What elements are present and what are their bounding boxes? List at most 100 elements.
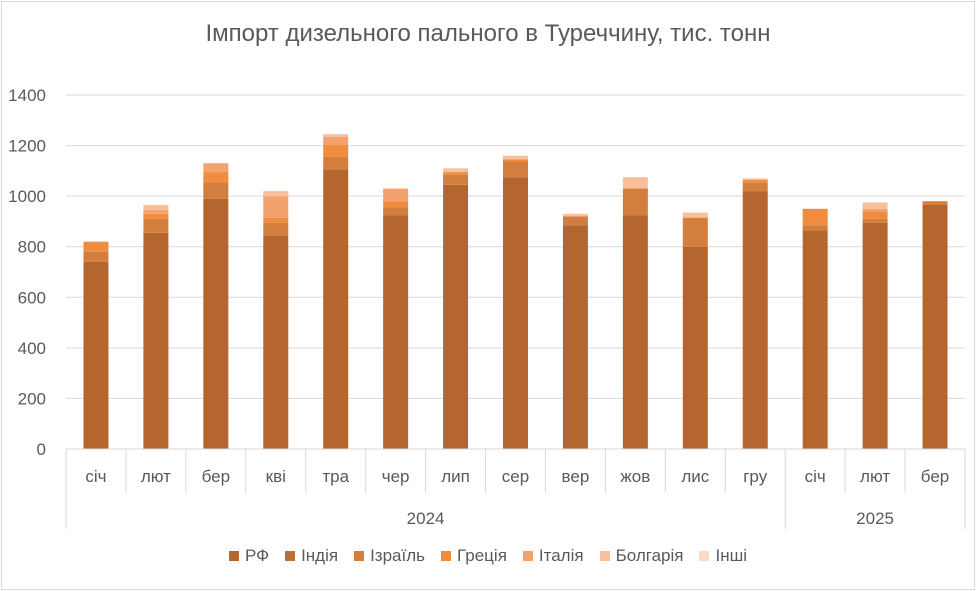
legend-item: Індія — [285, 546, 338, 566]
bar-segment — [323, 136, 349, 145]
legend-swatch — [285, 551, 296, 561]
x-tick-label: січ — [85, 467, 106, 486]
y-tick-label: 400 — [18, 339, 46, 358]
x-tick-label: лют — [860, 467, 890, 486]
y-tick-label: 200 — [18, 389, 46, 408]
bar-segment — [143, 210, 169, 214]
bar-segment — [562, 213, 588, 217]
bar-segment — [562, 225, 588, 449]
bar-segment — [862, 222, 888, 449]
bar-segment — [203, 172, 229, 183]
legend-swatch — [599, 551, 610, 561]
bar-segment — [562, 216, 588, 226]
bar-segment — [682, 246, 708, 449]
bar-segment — [503, 155, 528, 160]
y-tick-label: 1200 — [8, 137, 46, 156]
bar-segment — [503, 177, 528, 449]
bar-segment — [323, 144, 349, 157]
bar-segment — [263, 235, 289, 449]
year-group-label: 2025 — [856, 509, 894, 528]
bar-segment — [323, 156, 349, 170]
legend-swatch — [441, 551, 452, 561]
chart-title: Імпорт дизельного пального в Туреччину, … — [205, 20, 771, 47]
bar-segment — [682, 212, 708, 218]
x-tick-label: сер — [502, 467, 529, 486]
bar-segment — [143, 204, 169, 211]
bar-segment — [383, 188, 409, 202]
legend-swatch — [522, 551, 533, 561]
bar-segment — [682, 217, 708, 247]
x-tick-label: чер — [382, 467, 410, 486]
x-tick-label: тра — [322, 467, 349, 486]
x-tick-label: лют — [141, 467, 171, 486]
legend-label: РФ — [244, 546, 270, 565]
legend-label: Італія — [538, 546, 584, 565]
bar-segment — [862, 208, 888, 212]
x-tick-label: жов — [620, 467, 650, 486]
bar-segment — [862, 202, 888, 209]
x-tick-label: вер — [562, 467, 590, 486]
bar-segment — [503, 159, 528, 163]
x-tick-label: бер — [202, 467, 230, 486]
bar-segment — [83, 261, 109, 449]
x-tick-label: лис — [681, 467, 709, 486]
legend-label: Інші — [715, 546, 748, 565]
bar-segment — [503, 162, 528, 178]
x-tick-label: лип — [441, 467, 470, 486]
legend-item: Греція — [441, 546, 507, 566]
bar-segment — [203, 163, 229, 173]
legend-item: Болгарія — [599, 546, 684, 566]
bar-segment — [203, 198, 229, 449]
bar-segment — [263, 191, 289, 197]
bar-segment — [742, 182, 768, 192]
y-tick-label: 1400 — [8, 86, 46, 105]
bar-segment — [83, 241, 109, 252]
chart-legend: РФ Індія Ізраїль Греція Італія Болгарія Інші — [0, 546, 976, 566]
bar-segment — [443, 184, 469, 449]
legend-item: РФ — [228, 546, 270, 566]
y-tick-label: 800 — [18, 238, 46, 257]
bar-segment — [323, 134, 349, 137]
bar-segment — [622, 177, 648, 189]
bar-segment — [143, 213, 169, 219]
bar-segment — [922, 201, 948, 205]
x-tick-label: січ — [805, 467, 826, 486]
bar-segment — [802, 225, 828, 231]
bar-segment — [622, 215, 648, 449]
y-tick-label: 600 — [18, 288, 46, 307]
bar-segment — [383, 215, 409, 449]
legend-label: Болгарія — [615, 546, 684, 565]
bar-segment — [83, 251, 109, 262]
bar-segment — [742, 191, 768, 450]
bar-segment — [802, 230, 828, 449]
bar-segment — [263, 217, 289, 223]
legend-swatch — [699, 551, 710, 561]
year-group-label: 2024 — [407, 509, 445, 528]
bar-segment — [802, 208, 828, 226]
bar-segment — [622, 188, 648, 216]
x-tick-label: бер — [921, 467, 949, 486]
bar-segment — [862, 211, 888, 219]
x-tick-label: кві — [266, 467, 286, 486]
legend-item: Італія — [522, 546, 584, 566]
bar-segment — [263, 196, 289, 218]
x-tick-label: гру — [743, 467, 767, 486]
bar-segment — [742, 179, 768, 183]
bar-segment — [383, 201, 409, 208]
bar-segment — [383, 207, 409, 216]
bar-segment — [922, 204, 948, 449]
legend-item: Інші — [699, 546, 747, 566]
bar-segment — [443, 168, 469, 173]
bar-segment — [263, 222, 289, 236]
bar-segment — [143, 218, 169, 233]
bar-segment — [862, 218, 888, 223]
bar-segment — [143, 232, 169, 449]
legend-label: Індія — [301, 546, 339, 565]
y-tick-label: 0 — [37, 440, 46, 459]
legend-swatch — [354, 551, 365, 561]
legend-label: Греція — [457, 546, 507, 565]
bar-segment — [443, 174, 469, 185]
legend-item: Ізраїль — [354, 546, 425, 566]
bar-segment — [203, 182, 229, 199]
